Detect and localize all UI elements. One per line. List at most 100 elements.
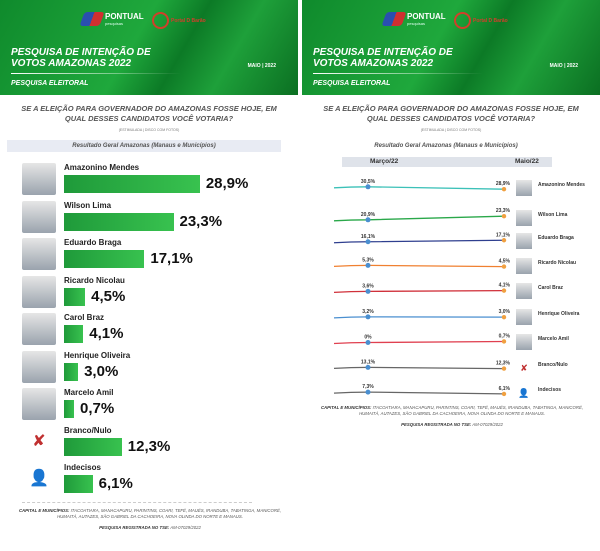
footer-cities: CAPITAL E MUNICÍPIOS: ITACOATIARA, MANAC… bbox=[312, 405, 592, 416]
registration-label: PESQUISA REGISTRADA NO TSE: bbox=[99, 525, 170, 530]
header-banner: PONTUAL pesquisas Portal D Barão PESQUISA… bbox=[302, 0, 600, 95]
vote-percent: 28,9% bbox=[205, 175, 249, 192]
footer-registration: PESQUISA REGISTRADA NO TSE: AM-07029/202… bbox=[10, 525, 290, 531]
candidate-name: Carol Braz bbox=[64, 313, 105, 322]
point-maio bbox=[501, 288, 507, 293]
question: SE A ELEIÇÃO PARA GOVERNADOR DO AMAZONAS… bbox=[21, 104, 277, 123]
candidate-row: Marcelo Amil 0,7% bbox=[22, 388, 292, 420]
candidate-name: Wilson Lima bbox=[538, 212, 568, 218]
portal-name: Portal D Barão bbox=[473, 17, 508, 24]
series-line bbox=[333, 366, 505, 370]
question-note: (ESTIMULADA | DISCO COM FOTOS) bbox=[118, 128, 180, 132]
candidate-row: 👤 Indecisos 6,1% bbox=[22, 463, 292, 495]
data-label: 7,3% bbox=[362, 384, 374, 390]
data-label: 4,1% bbox=[499, 283, 511, 289]
candidate-row: Ricardo Nicolau 4,5% bbox=[22, 275, 292, 308]
series-line bbox=[333, 289, 505, 294]
x-ballot-icon: ✘ bbox=[520, 363, 528, 373]
section-title: Resultado Geral Amazonas (Manaus e Munic… bbox=[374, 143, 518, 149]
series-line bbox=[333, 215, 505, 222]
data-label: 5,3% bbox=[362, 257, 374, 263]
point-marco bbox=[365, 364, 371, 370]
portal-name: Portal D Barão bbox=[171, 17, 206, 24]
portal-logo: Portal D Barão bbox=[454, 12, 508, 29]
data-label: 20,9% bbox=[361, 212, 376, 218]
person-icon: 👤 bbox=[29, 470, 49, 487]
data-label: 28,9% bbox=[496, 181, 511, 187]
candidate-photo bbox=[516, 233, 532, 249]
candidate-name: Indecisos bbox=[538, 387, 562, 393]
series-line bbox=[333, 391, 505, 395]
section-title: Resultado Geral Amazonas (Manaus e Munic… bbox=[7, 140, 281, 152]
right-panel: PONTUAL pesquisas Portal D Barão PESQUISA… bbox=[302, 0, 600, 551]
candidate-name: Eduardo Braga bbox=[64, 238, 122, 247]
vote-bar bbox=[64, 175, 200, 193]
data-label: 3,2% bbox=[362, 309, 374, 315]
point-marco bbox=[365, 239, 371, 245]
candidate-row: Eduardo Braga 17,1% bbox=[22, 238, 292, 270]
col-from: Março/22 bbox=[370, 158, 399, 165]
point-marco bbox=[365, 389, 371, 395]
footer-registration: PESQUISA REGISTRADA NO TSE: AM-07029/202… bbox=[312, 422, 592, 428]
footer-cities: CAPITAL E MUNICÍPIOS: ITACOATIARA, MANAC… bbox=[10, 508, 290, 519]
registration-number: AM-07029/2022 bbox=[472, 422, 503, 427]
divider bbox=[22, 502, 252, 503]
series-line bbox=[333, 316, 505, 319]
candidate-name: Amazonino Mendes bbox=[538, 182, 585, 188]
point-maio bbox=[501, 366, 507, 371]
person-icon: 👤 bbox=[518, 388, 530, 398]
candidate-photo bbox=[22, 238, 56, 270]
candidate-name: Henrique Oliveira bbox=[64, 350, 131, 360]
point-maio bbox=[501, 187, 507, 192]
vote-percent: 12,3% bbox=[127, 437, 171, 455]
portal-mark-icon bbox=[152, 12, 169, 29]
candidate-photo bbox=[516, 334, 532, 350]
column-header: Março/22 Maio/22 bbox=[342, 157, 552, 167]
page-subtitle: PESQUISA ELEITORAL bbox=[313, 80, 391, 87]
data-label: 4,5% bbox=[499, 259, 511, 265]
brand-sub: pesquisas bbox=[407, 20, 426, 26]
point-maio bbox=[501, 391, 507, 397]
candidate-row: Henrique Oliveira 3,0% bbox=[22, 350, 292, 383]
cities-label: CAPITAL E MUNICÍPIOS: bbox=[320, 405, 372, 410]
brand-name: PONTUAL bbox=[105, 11, 144, 21]
brand-name: PONTUAL bbox=[407, 11, 446, 21]
candidate-photo bbox=[516, 309, 532, 325]
candidate-photo bbox=[22, 350, 56, 383]
candidate-name: Eduardo Braga bbox=[538, 235, 574, 241]
candidate-row: ✘ Branco/Nulo 12,3% bbox=[22, 426, 292, 458]
candidate-photo bbox=[516, 210, 532, 226]
candidate-name: Indecisos bbox=[64, 463, 101, 472]
data-label: 13,1% bbox=[361, 359, 376, 365]
pontual-mark-icon bbox=[79, 12, 105, 26]
vote-bar bbox=[64, 437, 122, 456]
pontual-logo: PONTUAL pesquisas bbox=[79, 11, 144, 26]
series-line bbox=[333, 340, 505, 345]
candidate-row: Amazonino Mendes 28,9% bbox=[22, 163, 292, 195]
data-label: 23,3% bbox=[496, 208, 511, 214]
point-maio bbox=[501, 314, 507, 320]
x-ballot-icon: ✘ bbox=[32, 432, 46, 450]
vote-percent: 23,3% bbox=[179, 212, 223, 230]
vote-percent: 0,7% bbox=[80, 400, 115, 417]
vote-percent: 4,5% bbox=[91, 287, 126, 305]
vote-bar bbox=[64, 212, 174, 231]
trend-chart: 30,5% 28,9% 20,9% 23,3% 16,1% 17,1% 5,3% 4,5% 3,… bbox=[333, 179, 511, 397]
point-maio bbox=[501, 214, 507, 219]
candidate-photo bbox=[22, 313, 56, 345]
point-marco bbox=[365, 288, 371, 294]
candidate-photo bbox=[22, 388, 56, 420]
cities-list: ITACOATIARA, MANACAPURU, PARINTINS, COAR… bbox=[57, 508, 282, 519]
cities-label: CAPITAL E MUNICÍPIOS: bbox=[18, 508, 70, 513]
question: SE A ELEIÇÃO PARA GOVERNADOR DO AMAZONAS… bbox=[323, 104, 579, 123]
vote-bar bbox=[64, 362, 79, 381]
series-line bbox=[333, 239, 505, 244]
candidate-photo bbox=[22, 275, 56, 308]
data-label: 16,1% bbox=[361, 234, 376, 240]
portal-mark-icon bbox=[454, 12, 471, 29]
candidate-photo bbox=[516, 283, 532, 299]
vote-bar bbox=[64, 475, 93, 493]
point-marco bbox=[365, 314, 371, 320]
candidate-name: Ricardo Nicolau bbox=[64, 275, 125, 285]
candidate-name: Amazonino Mendes bbox=[64, 163, 140, 172]
